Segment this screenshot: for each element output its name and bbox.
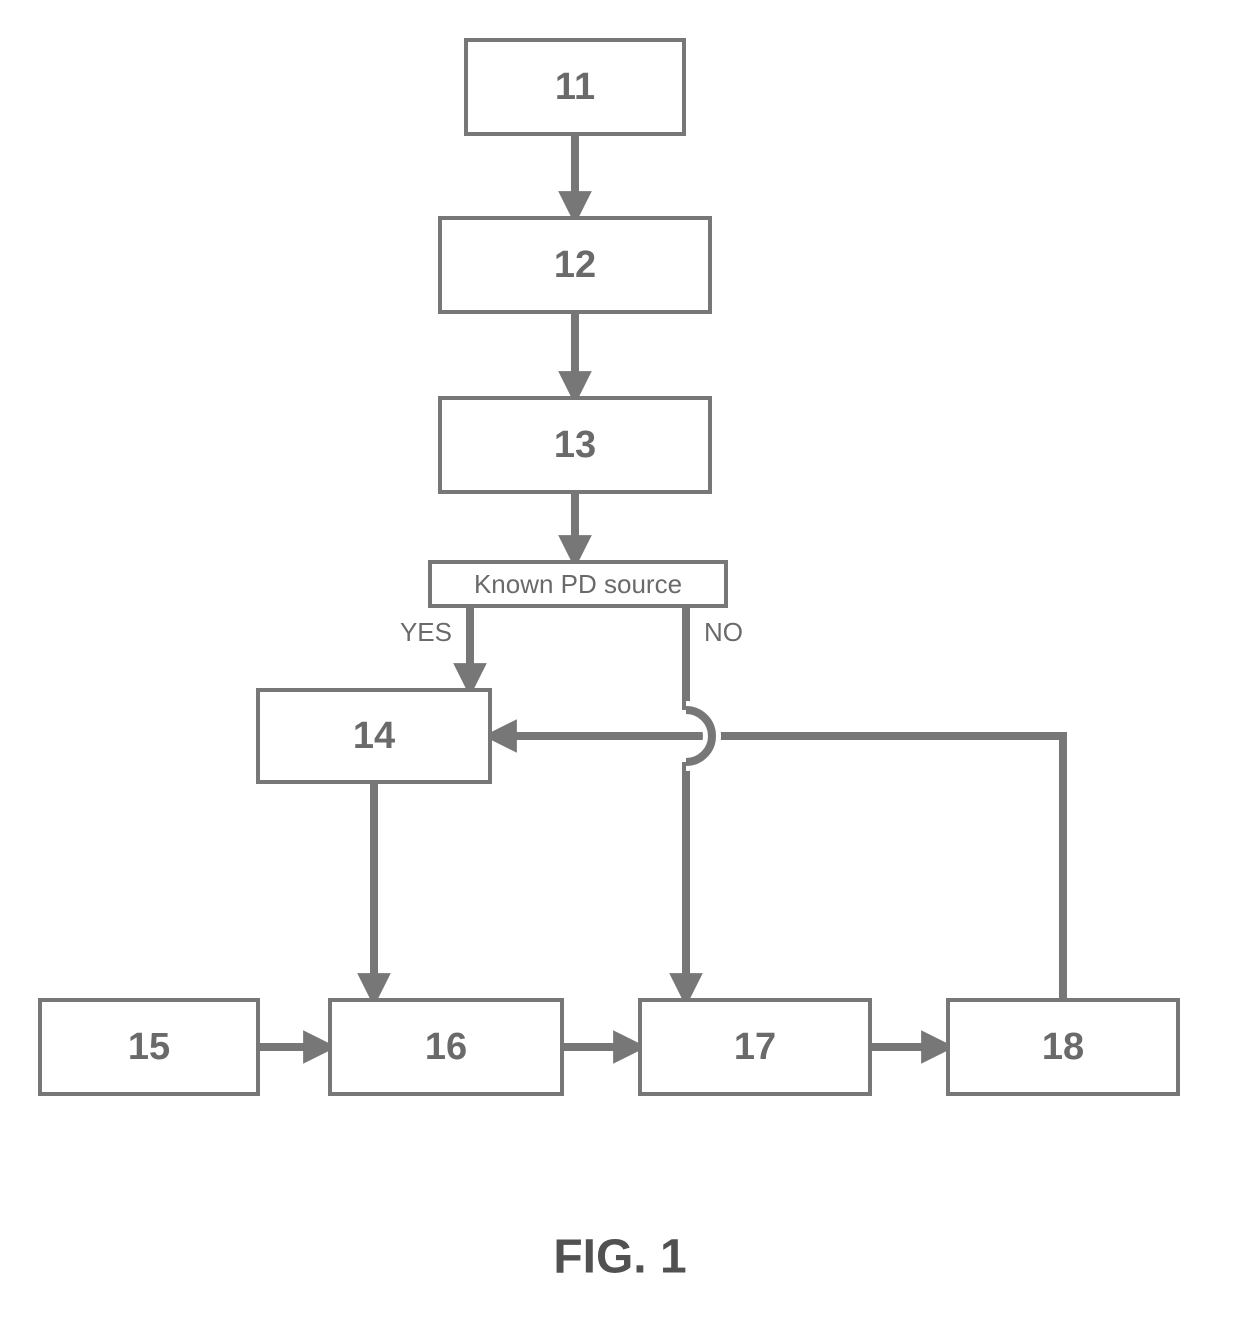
node-label-dec: Known PD source: [474, 569, 682, 599]
node-label-n13: 13: [554, 424, 596, 466]
node-label-n15: 15: [128, 1026, 170, 1068]
node-label-n18: 18: [1042, 1026, 1084, 1068]
figure-caption: FIG. 1: [553, 1231, 686, 1284]
label-no: NO: [704, 617, 743, 647]
edge-18-14: [490, 736, 1063, 1000]
node-label-n12: 12: [554, 244, 596, 286]
node-label-n14: 14: [353, 715, 395, 757]
node-label-n11: 11: [555, 66, 595, 108]
node-label-n17: 17: [734, 1026, 776, 1068]
label-yes: YES: [400, 617, 452, 647]
node-label-n16: 16: [425, 1026, 467, 1068]
